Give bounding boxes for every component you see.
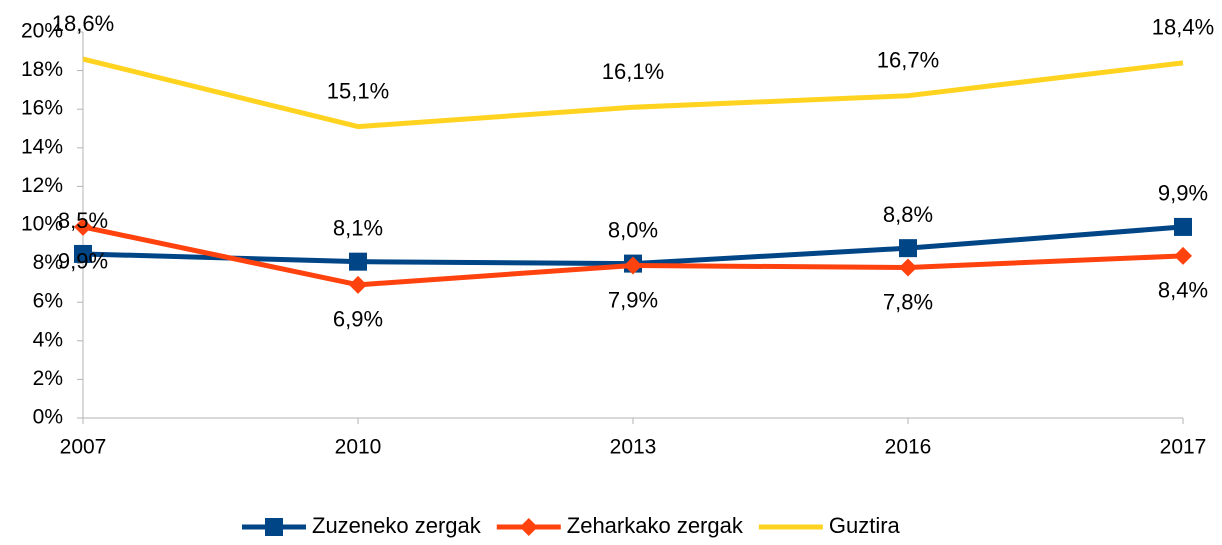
y-tick-label: 0% (33, 406, 63, 429)
point-marker (899, 239, 917, 258)
x-tick-label: 2013 (610, 436, 657, 459)
point-marker (349, 252, 367, 271)
point-marker (1174, 217, 1192, 236)
data-label: 8,8% (883, 202, 933, 227)
y-tick-label: 8% (33, 251, 63, 274)
data-label: 16,1% (602, 59, 664, 84)
x-tick-label: 2007 (60, 436, 107, 459)
legend-label: Zeharkako zergak (567, 513, 744, 538)
point-marker (74, 217, 92, 236)
data-label: 8,0% (608, 217, 658, 242)
legend-marker (265, 518, 283, 536)
y-tick-label: 12% (21, 174, 63, 197)
data-label: 8,5% (58, 208, 108, 233)
y-tick-label: 18% (21, 58, 63, 81)
y-tick-label: 2% (33, 367, 63, 390)
data-label: 18,4% (1152, 15, 1214, 40)
data-label: 8,1% (333, 215, 383, 240)
data-label: 7,9% (608, 287, 658, 312)
point-marker (1174, 246, 1192, 265)
y-tick-label: 14% (21, 135, 63, 158)
y-tick-label: 4% (33, 328, 63, 351)
series-line (82, 56, 1184, 130)
data-label: 6,9% (333, 307, 383, 332)
x-tick-label: 2010 (335, 436, 382, 459)
data-label: 18,6% (52, 11, 114, 36)
y-tick-label: 10% (21, 213, 63, 236)
legend-label: Zuzeneko zergak (312, 513, 482, 538)
data-label: 15,1% (327, 78, 389, 103)
point-marker (349, 275, 367, 294)
data-label: 8,4% (1158, 278, 1208, 303)
y-tick-label: 6% (33, 290, 63, 313)
point-marker (74, 244, 92, 263)
y-tick-label: 16% (21, 97, 63, 120)
data-label: 9,9% (1158, 181, 1208, 206)
data-label: 7,8% (883, 289, 933, 314)
point-marker (624, 256, 642, 275)
x-tick-label: 2017 (1160, 436, 1207, 459)
legend-marker (519, 518, 538, 536)
legend-label: Guztira (829, 513, 901, 538)
data-label: 9,9% (58, 249, 108, 274)
data-label: 16,7% (877, 48, 939, 73)
x-tick-label: 2016 (885, 436, 932, 459)
y-tick-label: 20% (21, 20, 63, 43)
point-marker (899, 258, 917, 277)
